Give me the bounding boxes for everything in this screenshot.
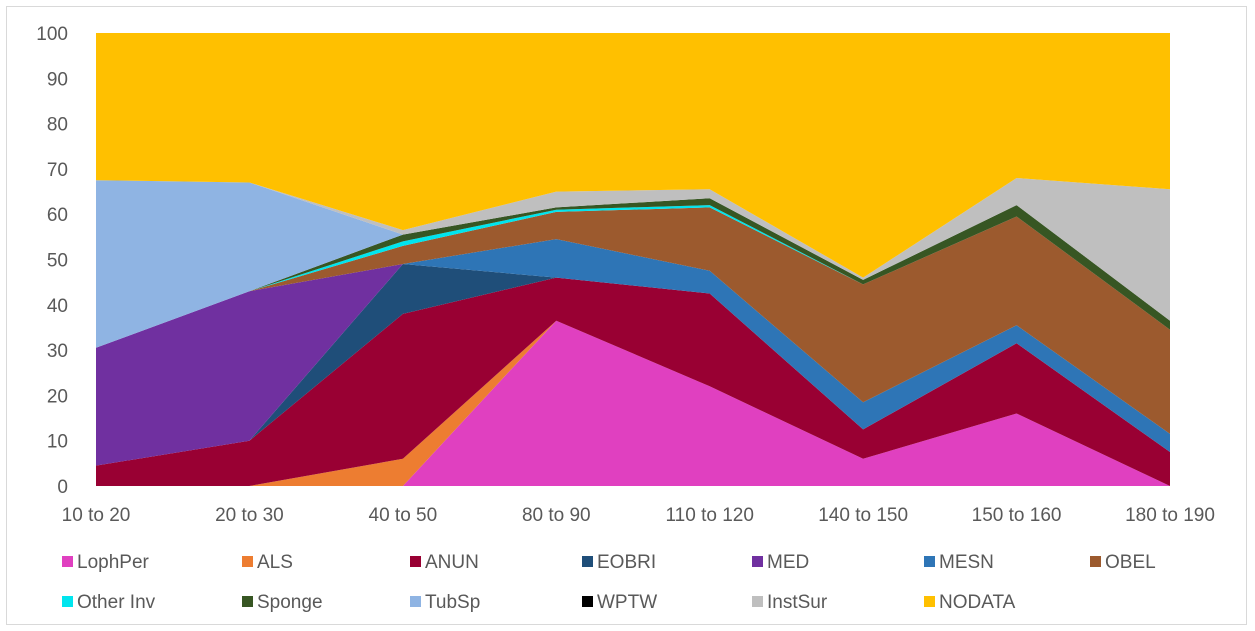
legend-swatch-tubsp: [410, 596, 421, 607]
legend-swatch-wptw: [582, 596, 593, 607]
x-tick-label: 140 to 150: [818, 505, 908, 526]
x-tick-label: 20 to 30: [215, 505, 284, 526]
legend-swatch-other-inv: [62, 596, 73, 607]
legend-label-nodata: NODATA: [939, 592, 1016, 613]
legend-swatch-med: [752, 556, 763, 567]
area-tubsp: [96, 180, 1170, 348]
legend-label-eobri: EOBRI: [597, 552, 656, 573]
legend-swatch-sponge: [242, 596, 253, 607]
area-mesn: [96, 239, 1170, 452]
area-obel: [96, 207, 1170, 434]
legend: LophPer ALS ANUN EOBRI MED MESN OBEL Other Inv S…: [62, 552, 1156, 613]
legend-swatch-als: [242, 556, 253, 567]
x-tick-label: 150 to 160: [972, 505, 1062, 526]
legend-label-anun: ANUN: [425, 552, 479, 573]
y-tick-label: 100: [36, 24, 68, 45]
legend-label-wptw: WPTW: [597, 592, 657, 613]
y-tick-label: 40: [47, 296, 68, 317]
y-tick-label: 90: [47, 69, 68, 90]
y-tick-label: 0: [57, 477, 68, 498]
legend-swatch-eobri: [582, 556, 593, 567]
legend-swatch-instsur: [752, 596, 763, 607]
y-tick-label: 80: [47, 115, 68, 136]
y-tick-label: 20: [47, 386, 68, 407]
plot-areas: [96, 33, 1170, 486]
area-nodata: [96, 33, 1170, 278]
y-axis-ticks: 0 10 20 30 40 50 60 70 80 90 100: [36, 24, 68, 498]
y-tick-label: 10: [47, 432, 68, 453]
x-tick-label: 80 to 90: [522, 505, 591, 526]
area-anun: [96, 277, 1170, 486]
legend-label-tubsp: TubSp: [425, 592, 480, 613]
legend-swatch-anun: [410, 556, 421, 567]
x-tick-label: 110 to 120: [666, 505, 754, 526]
y-tick-label: 70: [47, 160, 68, 181]
legend-swatch-obel: [1090, 556, 1101, 567]
legend-swatch-nodata: [924, 596, 935, 607]
x-axis-ticks: 10 to 20 20 to 30 40 to 50 80 to 90 110 to 1…: [62, 505, 1215, 526]
legend-label-instsur: InstSur: [767, 592, 828, 613]
legend-swatch-mesn: [924, 556, 935, 567]
legend-label-sponge: Sponge: [257, 592, 323, 613]
legend-label-obel: OBEL: [1105, 552, 1156, 573]
x-tick-label: 10 to 20: [62, 505, 131, 526]
legend-label-other-inv: Other Inv: [77, 592, 156, 613]
y-tick-label: 60: [47, 205, 68, 226]
legend-label-lophper: LophPer: [77, 552, 150, 573]
x-tick-label: 40 to 50: [369, 505, 438, 526]
y-tick-label: 30: [47, 341, 68, 362]
area-instsur: [96, 178, 1170, 321]
legend-swatch-lophper: [62, 556, 73, 567]
legend-label-als: ALS: [257, 552, 293, 573]
legend-label-med: MED: [767, 552, 809, 573]
area-med: [96, 264, 1170, 466]
x-tick-label: 180 to 190: [1125, 505, 1215, 526]
area-eobri: [96, 264, 1170, 466]
area-lophper: [96, 320, 1170, 486]
y-tick-label: 50: [47, 251, 68, 272]
legend-label-mesn: MESN: [939, 552, 994, 573]
